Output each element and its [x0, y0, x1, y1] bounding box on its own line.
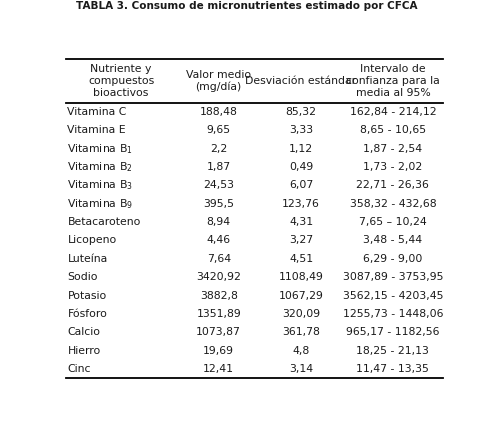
- Text: 0,49: 0,49: [289, 162, 313, 172]
- Text: 1351,89: 1351,89: [196, 309, 241, 319]
- Text: 123,76: 123,76: [282, 199, 320, 209]
- Text: 1108,49: 1108,49: [279, 272, 324, 282]
- Text: 1067,29: 1067,29: [279, 291, 324, 300]
- Text: Desviación estándar: Desviación estándar: [246, 76, 357, 86]
- Text: Vitamina E: Vitamina E: [68, 125, 126, 135]
- Text: Nutriente y
compuestos
bioactivos: Nutriente y compuestos bioactivos: [88, 64, 154, 97]
- Text: 12,41: 12,41: [203, 364, 234, 374]
- Text: 965,17 - 1182,56: 965,17 - 1182,56: [346, 327, 440, 337]
- Text: 19,69: 19,69: [203, 346, 234, 356]
- Text: 22,71 - 26,36: 22,71 - 26,36: [357, 180, 429, 190]
- Text: 18,25 - 21,13: 18,25 - 21,13: [357, 346, 429, 356]
- Text: 3,27: 3,27: [289, 235, 313, 246]
- Text: 4,31: 4,31: [289, 217, 313, 227]
- Text: 1,87: 1,87: [206, 162, 231, 172]
- Text: Hierro: Hierro: [68, 346, 101, 356]
- Text: TABLA 3. Consumo de micronutrientes estimado por CFCA: TABLA 3. Consumo de micronutrientes esti…: [76, 1, 418, 11]
- Text: Vitamina B$_1$: Vitamina B$_1$: [68, 142, 133, 156]
- Text: 1,87 - 2,54: 1,87 - 2,54: [364, 144, 422, 153]
- Text: Potasio: Potasio: [68, 291, 107, 300]
- Text: 1,12: 1,12: [289, 144, 313, 153]
- Text: 4,8: 4,8: [292, 346, 310, 356]
- Text: Valor medio
(mg/día): Valor medio (mg/día): [186, 70, 251, 92]
- Text: 7,65 – 10,24: 7,65 – 10,24: [359, 217, 427, 227]
- Text: 7,64: 7,64: [206, 254, 231, 264]
- Text: Sodio: Sodio: [68, 272, 98, 282]
- Text: 162,84 - 214,12: 162,84 - 214,12: [350, 107, 436, 117]
- Text: 3,14: 3,14: [289, 364, 313, 374]
- Text: 1073,87: 1073,87: [196, 327, 241, 337]
- Text: Intervalo de
confianza para la
media al 95%: Intervalo de confianza para la media al …: [346, 64, 440, 97]
- Text: 2,2: 2,2: [210, 144, 227, 153]
- Text: 3,33: 3,33: [289, 125, 313, 135]
- Text: 1255,73 - 1448,06: 1255,73 - 1448,06: [343, 309, 443, 319]
- Text: 395,5: 395,5: [203, 199, 234, 209]
- Text: 188,48: 188,48: [200, 107, 238, 117]
- Text: Calcio: Calcio: [68, 327, 100, 337]
- Text: 361,78: 361,78: [282, 327, 320, 337]
- Text: 320,09: 320,09: [282, 309, 320, 319]
- Text: 3562,15 - 4203,45: 3562,15 - 4203,45: [343, 291, 443, 300]
- Text: Fósforo: Fósforo: [68, 309, 107, 319]
- Text: Luteína: Luteína: [68, 254, 108, 264]
- Text: 9,65: 9,65: [206, 125, 231, 135]
- Text: 85,32: 85,32: [286, 107, 317, 117]
- Text: 24,53: 24,53: [203, 180, 234, 190]
- Text: 3420,92: 3420,92: [196, 272, 241, 282]
- Text: 6,07: 6,07: [289, 180, 313, 190]
- Text: 3882,8: 3882,8: [200, 291, 238, 300]
- Text: Betacaroteno: Betacaroteno: [68, 217, 141, 227]
- Text: 3087,89 - 3753,95: 3087,89 - 3753,95: [343, 272, 443, 282]
- Text: 8,65 - 10,65: 8,65 - 10,65: [360, 125, 426, 135]
- Text: 3,48 - 5,44: 3,48 - 5,44: [364, 235, 422, 246]
- Text: 8,94: 8,94: [206, 217, 231, 227]
- Text: Vitamina B$_9$: Vitamina B$_9$: [68, 197, 133, 211]
- Text: Vitamina C: Vitamina C: [68, 107, 127, 117]
- Text: 1,73 - 2,02: 1,73 - 2,02: [363, 162, 422, 172]
- Text: 4,46: 4,46: [206, 235, 231, 246]
- Text: 11,47 - 13,35: 11,47 - 13,35: [357, 364, 429, 374]
- Text: Cinc: Cinc: [68, 364, 91, 374]
- Text: Vitamina B$_2$: Vitamina B$_2$: [68, 160, 133, 174]
- Text: 358,32 - 432,68: 358,32 - 432,68: [350, 199, 436, 209]
- Text: Vitamina B$_3$: Vitamina B$_3$: [68, 178, 133, 192]
- Text: 6,29 - 9,00: 6,29 - 9,00: [363, 254, 422, 264]
- Text: 4,51: 4,51: [289, 254, 313, 264]
- Text: Licopeno: Licopeno: [68, 235, 117, 246]
